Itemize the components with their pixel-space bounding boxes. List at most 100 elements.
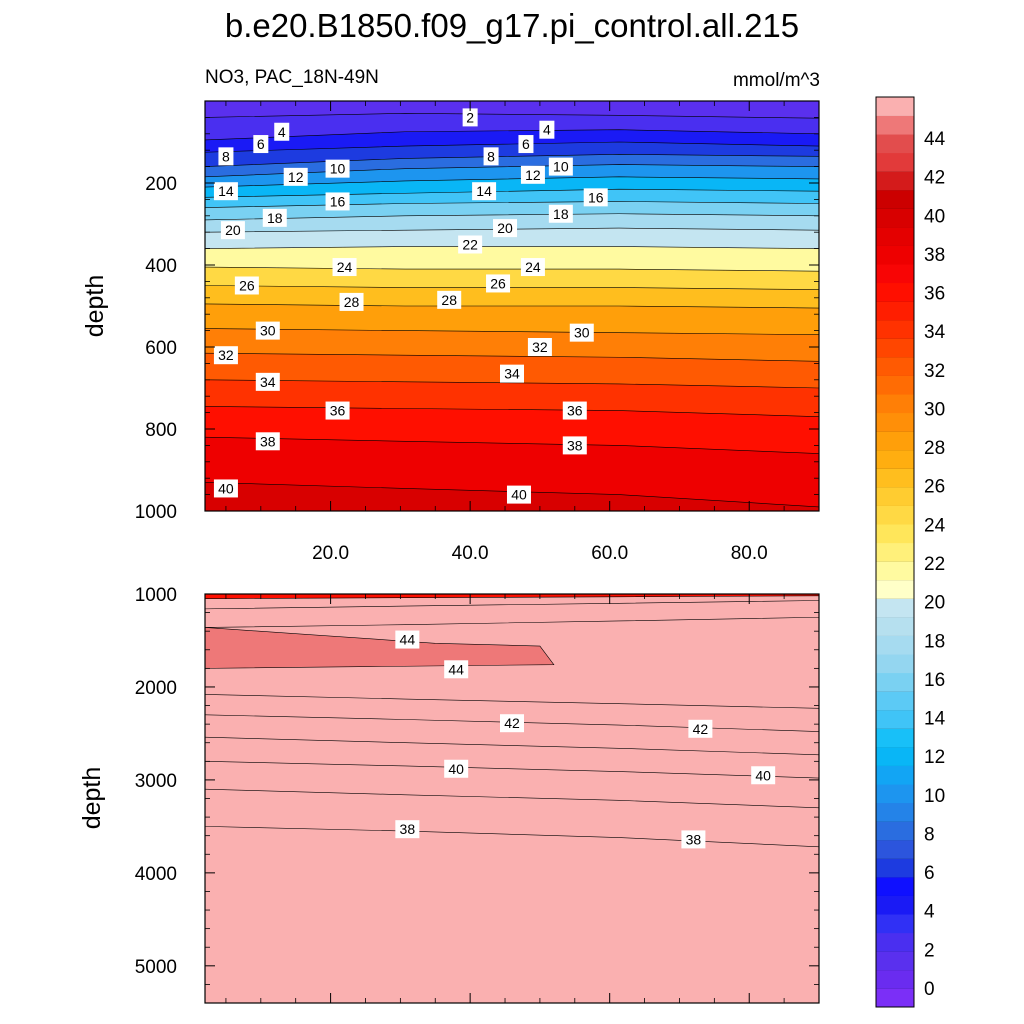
colorbar-swatch <box>876 264 914 284</box>
colorbar-tick-label: 8 <box>924 824 935 845</box>
contour-label: 16 <box>588 189 604 205</box>
contour-line <box>205 213 819 221</box>
colorbar-swatch <box>876 487 914 506</box>
contour-label-box <box>234 276 259 295</box>
contour-label-box <box>213 346 238 365</box>
contour-label-box <box>520 165 545 184</box>
contour-label: 6 <box>522 136 530 152</box>
contour-label: 18 <box>553 206 569 222</box>
colorbar-swatch <box>876 152 914 172</box>
contour-label-box <box>444 660 469 679</box>
contour-label: 12 <box>288 169 304 185</box>
x-tick-label: 40.0 <box>452 543 489 564</box>
contour-line <box>205 761 819 779</box>
colorbar-swatch <box>876 579 914 599</box>
contour-label: 8 <box>222 148 230 164</box>
contour-label: 6 <box>257 136 265 152</box>
contour-label: 4 <box>278 124 286 140</box>
colorbar-swatch <box>876 969 914 989</box>
contour-label: 32 <box>532 339 548 355</box>
contour-label-box <box>462 108 478 127</box>
colorbar-tick-label: 40 <box>924 206 945 227</box>
colorbar-swatch <box>876 412 914 432</box>
contour-line <box>205 246 819 249</box>
colorbar-tick-label: 0 <box>924 979 935 1000</box>
colorbar-tick-label: 20 <box>924 593 945 614</box>
contour-line <box>205 112 819 119</box>
contour-label: 20 <box>497 220 513 236</box>
contour-label-box <box>548 204 573 223</box>
contour-label-box <box>444 759 469 778</box>
colorbar-swatch <box>876 449 914 469</box>
colorbar-tick-label: 32 <box>924 361 945 382</box>
colorbar-swatch <box>876 858 914 878</box>
contour-label-box <box>688 719 713 738</box>
upper-axes: 20.0 40.0 60.0 80.0 200 400 600 800 1000 <box>135 100 820 564</box>
colorbar-swatch <box>876 951 914 971</box>
colorbar-swatch <box>876 932 914 952</box>
contour-line <box>205 616 819 628</box>
colorbar-swatch <box>876 208 914 228</box>
contour-label: 20 <box>225 222 241 238</box>
contour-band <box>205 595 819 1003</box>
contour-label-box <box>493 219 518 238</box>
colorbar-swatch <box>876 598 914 618</box>
colorbar-swatch <box>876 542 914 562</box>
colorbar-swatch <box>876 728 914 748</box>
contour-label-box <box>255 432 280 451</box>
contour-line <box>205 826 819 848</box>
colorbar-swatch <box>876 468 914 488</box>
contour-label-box <box>274 122 290 141</box>
y-tick-label: 3000 <box>135 771 177 792</box>
contour-line <box>205 303 819 309</box>
colorbar-swatch <box>876 282 914 302</box>
contour-label: 38 <box>686 831 702 847</box>
contour-label: 14 <box>218 183 234 199</box>
contour-label: 12 <box>525 167 541 183</box>
lower-axes: 1000 2000 3000 4000 5000 <box>135 585 820 1004</box>
contour-label-box <box>255 321 280 340</box>
contour-label-box <box>569 323 594 342</box>
contour-label-box <box>458 235 483 254</box>
contour-label-box <box>500 714 524 733</box>
colorbar-swatch <box>876 115 914 135</box>
colorbar-tick-label: 6 <box>924 863 935 884</box>
contour-label: 40 <box>755 767 771 783</box>
contour-label: 24 <box>337 259 353 275</box>
colorbar-swatch <box>876 524 914 544</box>
colorbar-tick-label: 44 <box>924 129 946 150</box>
contour-label: 16 <box>330 193 346 209</box>
colorbar-tick-label: 30 <box>924 399 945 420</box>
colorbar-swatch <box>876 189 914 209</box>
contour-label-box <box>220 221 245 240</box>
colorbar-tick-label: 28 <box>924 438 945 459</box>
contour-line <box>205 600 819 610</box>
contour-line <box>205 694 819 709</box>
contour-line <box>205 141 819 153</box>
contour-label-box <box>562 401 587 420</box>
colorbar-swatch <box>876 821 914 841</box>
colorbar-swatch <box>876 672 914 692</box>
colorbar-swatch <box>876 338 914 358</box>
colorbar-swatch <box>876 914 914 934</box>
upper-subtitle-right: mmol/m^3 <box>733 70 820 91</box>
contour-label-box <box>500 364 524 383</box>
y-tick-label: 5000 <box>135 957 177 978</box>
colorbar-swatch <box>876 709 914 729</box>
colorbar-swatch <box>876 839 914 859</box>
contour-label: 30 <box>260 323 276 339</box>
contour-line <box>205 266 819 272</box>
contour-label-box <box>253 135 269 154</box>
contour-label: 4 <box>543 122 551 138</box>
contour-label: 10 <box>330 161 346 177</box>
colorbar: 0246810121416182022242628303234363840424… <box>875 96 946 1008</box>
contour-label-box <box>506 485 531 504</box>
y-tick-label: 1000 <box>135 502 177 523</box>
contour-label: 14 <box>476 183 492 199</box>
colorbar-swatch <box>876 691 914 711</box>
contour-line <box>205 436 819 454</box>
colorbar-swatch <box>876 784 914 804</box>
upper-subtitle-left: NO3, PAC_18N-49N <box>205 67 379 88</box>
y-tick-label: 400 <box>145 256 177 277</box>
colorbar-swatch <box>876 375 914 395</box>
